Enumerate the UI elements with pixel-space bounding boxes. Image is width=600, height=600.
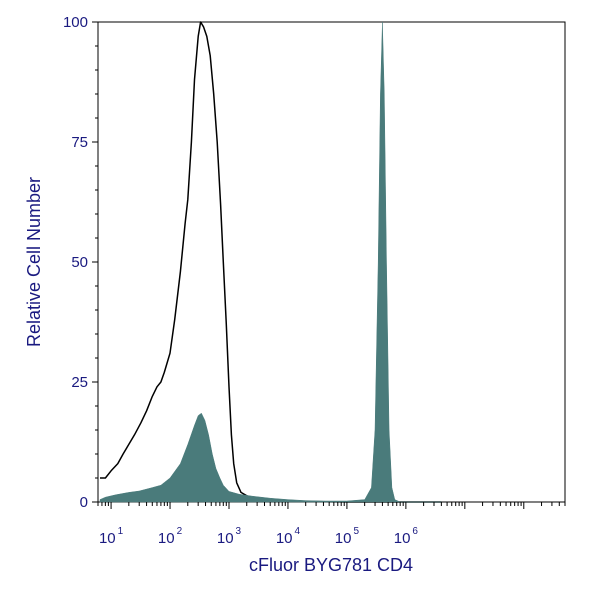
y-axis: 0 25 50 75 100 [63, 14, 98, 511]
x-axis: 10 1 10 2 10 3 10 4 10 5 10 6 [97, 502, 566, 547]
x-tick-label: 10 6 [394, 526, 419, 547]
x-tick-label: 10 4 [276, 526, 301, 547]
series-outline-histogram [100, 21, 442, 503]
x-tick-label: 10 5 [335, 526, 360, 547]
y-tick-label: 0 [80, 494, 88, 511]
y-tick-label: 100 [63, 14, 88, 31]
y-axis-title: Relative Cell Number [24, 177, 44, 347]
x-tick-label: 10 3 [217, 526, 242, 547]
series-filled-histogram [99, 21, 442, 503]
y-tick-label: 50 [71, 254, 88, 271]
x-tick-label: 10 2 [158, 526, 183, 547]
y-tick-label: 75 [71, 134, 88, 151]
series-layer [99, 21, 442, 503]
plot-frame [97, 21, 566, 503]
y-tick-label: 25 [71, 374, 88, 391]
x-tick-label: 10 1 [99, 526, 124, 547]
x-axis-title: cFluor BYG781 CD4 [249, 555, 413, 575]
